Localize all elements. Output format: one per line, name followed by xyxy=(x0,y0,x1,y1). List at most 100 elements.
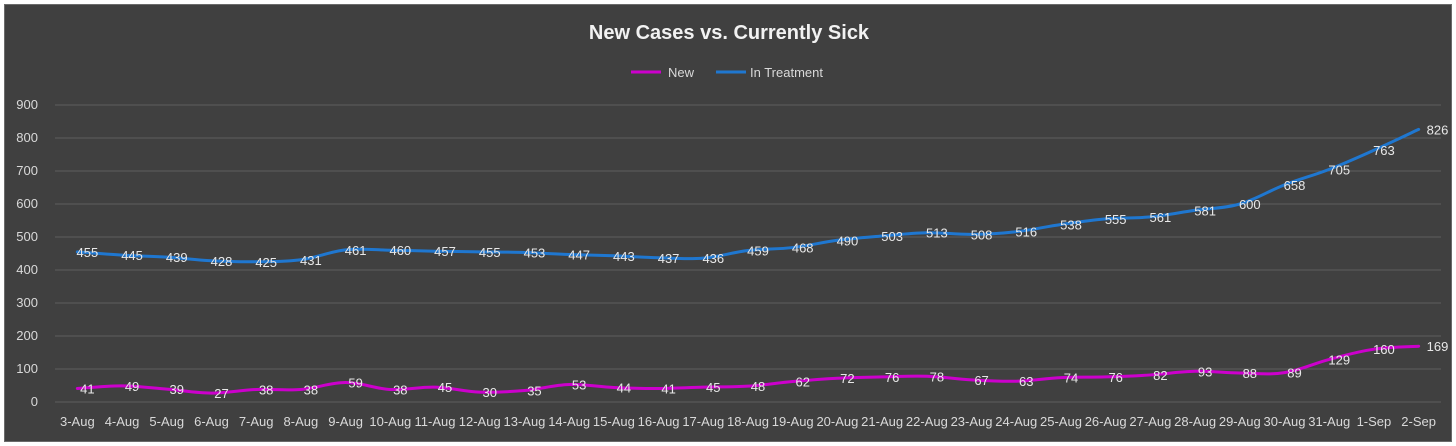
data-label-new: 53 xyxy=(572,378,586,393)
y-tick-label: 800 xyxy=(16,130,38,145)
data-label-new: 129 xyxy=(1328,352,1350,367)
data-label-in-treatment: 508 xyxy=(971,227,993,242)
x-tick-label: 9-Aug xyxy=(328,414,363,429)
data-label-new: 30 xyxy=(483,385,497,400)
data-label-in-treatment: 439 xyxy=(166,250,188,265)
data-label-new: 82 xyxy=(1153,368,1167,383)
data-label-new: 35 xyxy=(527,383,541,398)
data-label-new: 78 xyxy=(930,369,944,384)
data-label-new: 59 xyxy=(348,376,362,391)
x-tick-label: 3-Aug xyxy=(60,414,95,429)
x-tick-label: 27-Aug xyxy=(1129,414,1171,429)
legend: New In Treatment xyxy=(631,65,823,80)
y-tick-label: 900 xyxy=(16,97,38,112)
data-label-new: 67 xyxy=(974,373,988,388)
data-label-in-treatment: 600 xyxy=(1239,197,1261,212)
y-tick-label: 200 xyxy=(16,328,38,343)
data-label-in-treatment: 503 xyxy=(881,229,903,244)
data-label-new: 49 xyxy=(125,379,139,394)
data-label-in-treatment: 468 xyxy=(792,241,814,256)
data-label-new: 45 xyxy=(438,380,452,395)
data-label-new: 38 xyxy=(304,382,318,397)
line-chart: New Cases vs. Currently Sick New In Trea… xyxy=(16,22,1449,429)
x-tick-label: 12-Aug xyxy=(459,414,501,429)
data-label-in-treatment: 443 xyxy=(613,249,635,264)
data-label-new: 39 xyxy=(170,382,184,397)
data-label-new: 48 xyxy=(751,379,765,394)
data-label-in-treatment: 561 xyxy=(1150,210,1172,225)
x-tick-label: 17-Aug xyxy=(682,414,724,429)
data-label-in-treatment: 455 xyxy=(479,245,501,260)
data-label-in-treatment: 425 xyxy=(255,255,277,270)
data-label-in-treatment: 460 xyxy=(389,243,411,258)
x-tick-label: 13-Aug xyxy=(503,414,545,429)
x-tick-label: 24-Aug xyxy=(995,414,1037,429)
x-tick-label: 20-Aug xyxy=(816,414,858,429)
x-tick-label: 6-Aug xyxy=(194,414,229,429)
x-tick-label: 31-Aug xyxy=(1308,414,1350,429)
data-label-in-treatment: 436 xyxy=(702,251,724,266)
data-label-new: 89 xyxy=(1287,366,1301,381)
y-tick-label: 400 xyxy=(16,262,38,277)
x-tick-label: 21-Aug xyxy=(861,414,903,429)
data-label-new: 160 xyxy=(1373,342,1395,357)
series-line-in-treatment xyxy=(75,127,1421,264)
data-label-new: 88 xyxy=(1243,366,1257,381)
x-tick-label: 16-Aug xyxy=(638,414,680,429)
data-label-in-treatment: 581 xyxy=(1194,203,1216,218)
x-tick-label: 4-Aug xyxy=(105,414,140,429)
data-label-new: 74 xyxy=(1064,371,1078,386)
x-tick-label: 5-Aug xyxy=(149,414,184,429)
x-tick-label: 25-Aug xyxy=(1040,414,1082,429)
y-tick-label: 700 xyxy=(16,163,38,178)
y-tick-label: 300 xyxy=(16,295,38,310)
data-label-in-treatment: 447 xyxy=(568,247,590,262)
data-label-new: 41 xyxy=(80,381,94,396)
chart-area: New Cases vs. Currently Sick New In Trea… xyxy=(4,4,1452,442)
data-label-new: 38 xyxy=(259,382,273,397)
x-tick-label: 15-Aug xyxy=(593,414,635,429)
x-tick-label: 22-Aug xyxy=(906,414,948,429)
gridlines xyxy=(55,104,1441,403)
data-label-in-treatment: 428 xyxy=(211,254,233,269)
x-axis-ticks: 3-Aug 4-Aug 5-Aug 6-Aug 7-Aug 8-Aug 9-Aug 10-Au… xyxy=(60,414,1436,429)
data-label-in-treatment: 555 xyxy=(1105,212,1127,227)
x-tick-label: 14-Aug xyxy=(548,414,590,429)
data-label-new: 63 xyxy=(1019,374,1033,389)
x-tick-label: 10-Aug xyxy=(369,414,411,429)
data-label-in-treatment: 513 xyxy=(926,226,948,241)
data-label-new: 45 xyxy=(706,380,720,395)
data-label-new: 72 xyxy=(840,371,854,386)
x-tick-label: 30-Aug xyxy=(1264,414,1306,429)
data-label-in-treatment: 455 xyxy=(77,245,99,260)
x-tick-label: 19-Aug xyxy=(772,414,814,429)
legend-label-new: New xyxy=(668,65,695,80)
chart-title: New Cases vs. Currently Sick xyxy=(589,22,870,44)
y-tick-label: 500 xyxy=(16,229,38,244)
x-tick-label: 23-Aug xyxy=(951,414,993,429)
x-tick-label: 26-Aug xyxy=(1085,414,1127,429)
data-label-new: 62 xyxy=(795,375,809,390)
data-label-new: 76 xyxy=(1108,370,1122,385)
series-lines xyxy=(75,127,1421,395)
data-label-in-treatment: 457 xyxy=(434,244,456,259)
data-label-in-treatment: 516 xyxy=(1015,225,1037,240)
x-tick-label: 8-Aug xyxy=(284,414,319,429)
x-tick-label: 2-Sep xyxy=(1401,414,1436,429)
data-label-in-treatment: 461 xyxy=(345,243,367,258)
data-label-new: 44 xyxy=(617,380,631,395)
x-tick-label: 7-Aug xyxy=(239,414,274,429)
y-axis-ticks: 0 100 200 300 400 500 600 700 800 900 xyxy=(16,97,38,409)
y-tick-label: 600 xyxy=(16,196,38,211)
x-tick-label: 1-Sep xyxy=(1357,414,1392,429)
x-tick-label: 28-Aug xyxy=(1174,414,1216,429)
data-label-in-treatment: 431 xyxy=(300,253,322,268)
series-line-new xyxy=(75,344,1421,395)
data-label-in-treatment: 826 xyxy=(1427,122,1449,137)
data-label-in-treatment: 490 xyxy=(837,233,859,248)
data-label-new: 93 xyxy=(1198,364,1212,379)
data-labels: 41 49 39 27 38 38 59 38 45 30 35 53 44 41 45 48 62 72 76 78… xyxy=(77,122,1449,401)
data-label-new: 27 xyxy=(214,386,228,401)
y-tick-label: 100 xyxy=(16,361,38,376)
data-label-new: 169 xyxy=(1427,339,1449,354)
